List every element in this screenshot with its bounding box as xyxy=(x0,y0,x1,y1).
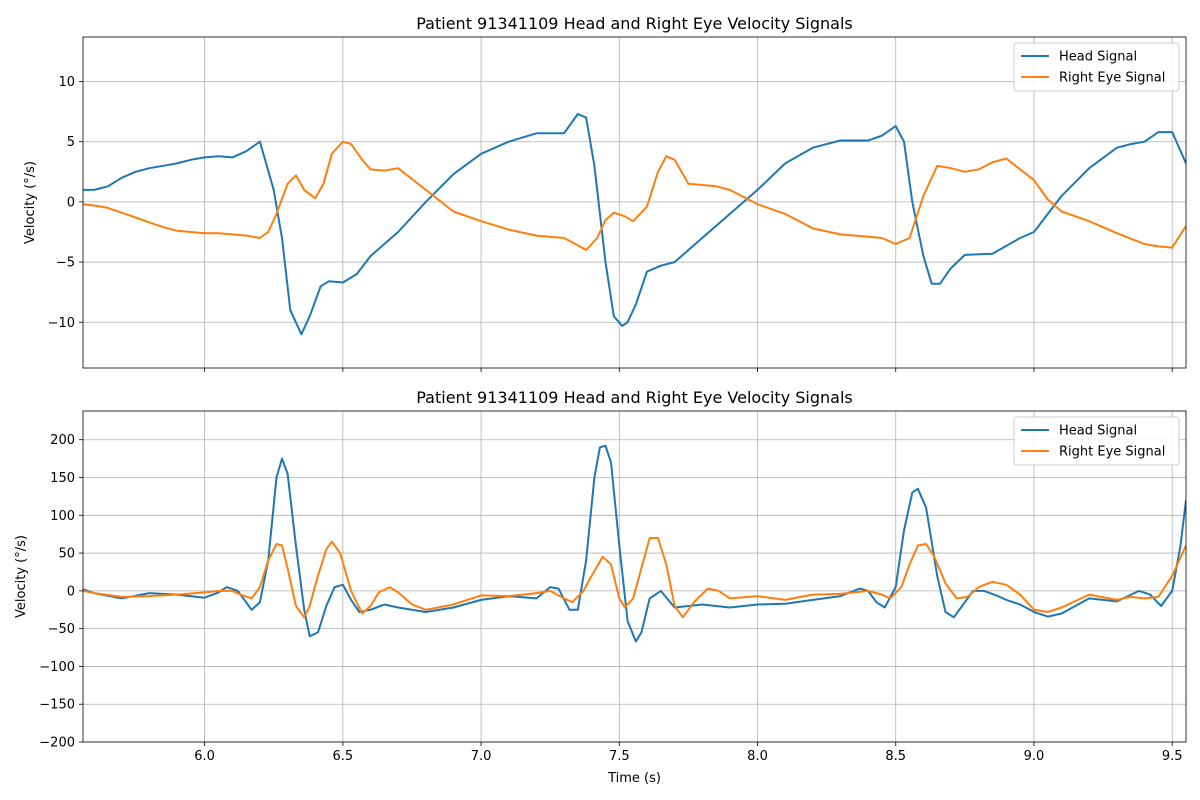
y-axis-label: Velocity (°/s) xyxy=(23,161,38,244)
legend-label: Head Signal xyxy=(1059,424,1137,439)
y-tick-label: −5 xyxy=(56,256,75,271)
bottom-panel: 6.0 6.5 7.0 7.5 8.0 8.5 9.0 9.5 −200 −150 −100 −50 0… xyxy=(14,388,1187,786)
y-axis-label: Velocity (°/s) xyxy=(14,535,29,618)
y-tick-label: 150 xyxy=(50,471,75,486)
top-panel: −10 −5 0 5 10 Patient 91341109 Head and Right… xyxy=(23,14,1187,372)
y-tick-label: 200 xyxy=(50,433,75,448)
y-tick-label: −100 xyxy=(39,660,75,675)
legend-label: Right Eye Signal xyxy=(1059,445,1165,460)
y-tick-label: 0 xyxy=(67,195,75,210)
axes-frame xyxy=(82,410,1187,743)
y-tick-label: 10 xyxy=(58,75,75,90)
y-tick-label: −150 xyxy=(39,698,75,713)
legend-box xyxy=(1013,416,1180,466)
chart-title: Patient 91341109 Head and Right Eye Velo… xyxy=(416,14,853,33)
legend: Head Signal Right Eye Signal xyxy=(1013,416,1180,466)
x-tick-label: 7.0 xyxy=(471,749,492,764)
y-tick-label: −50 xyxy=(48,622,75,637)
x-axis-label: Time (s) xyxy=(607,771,661,786)
x-tick-label: 8.0 xyxy=(747,749,768,764)
x-tick-label: 6.5 xyxy=(333,749,354,764)
series-line-head-signal xyxy=(83,444,1186,643)
legend-box xyxy=(1013,42,1180,92)
legend: Head Signal Right Eye Signal xyxy=(1013,42,1180,92)
legend-label: Head Signal xyxy=(1059,50,1137,65)
y-tick-label: 50 xyxy=(58,547,75,562)
y-tick-label: 5 xyxy=(67,135,75,150)
x-tick-label: 6.0 xyxy=(194,749,215,764)
y-tick-label: 100 xyxy=(50,509,75,524)
chart-title: Patient 91341109 Head and Right Eye Velo… xyxy=(416,388,853,407)
x-tick-label: 8.5 xyxy=(885,749,906,764)
series-line-head-signal xyxy=(83,113,1186,336)
y-tick-label: −200 xyxy=(39,736,75,751)
x-tick-label: 9.5 xyxy=(1162,749,1183,764)
series-line-right-eye-signal xyxy=(83,140,1186,251)
axes-frame xyxy=(82,36,1187,369)
x-tick-label: 7.5 xyxy=(609,749,630,764)
y-tick-label: −10 xyxy=(48,316,75,331)
series-line-right-eye-signal xyxy=(83,537,1186,619)
x-tick-label: 9.0 xyxy=(1024,749,1045,764)
legend-label: Right Eye Signal xyxy=(1059,71,1165,86)
y-tick-label: 0 xyxy=(67,584,75,599)
